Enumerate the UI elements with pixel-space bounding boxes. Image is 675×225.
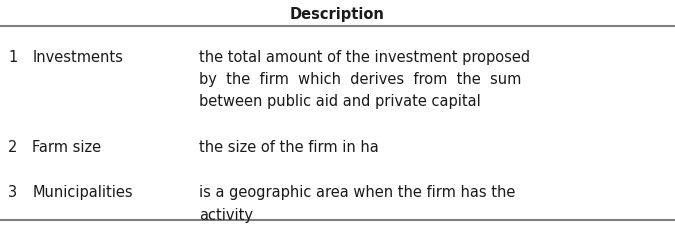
Text: 3: 3 [8, 184, 18, 199]
Text: the size of the firm in ha: the size of the firm in ha [199, 140, 379, 154]
Text: Description: Description [290, 7, 385, 22]
Text: Investments: Investments [32, 50, 124, 64]
Text: 2: 2 [8, 140, 18, 154]
Text: Municipalities: Municipalities [32, 184, 133, 199]
Text: is a geographic area when the firm has the
activity: is a geographic area when the firm has t… [199, 184, 516, 222]
Text: Farm size: Farm size [32, 140, 101, 154]
Text: 1: 1 [8, 50, 18, 64]
Text: the total amount of the investment proposed
by  the  firm  which  derives  from : the total amount of the investment propo… [199, 50, 531, 109]
